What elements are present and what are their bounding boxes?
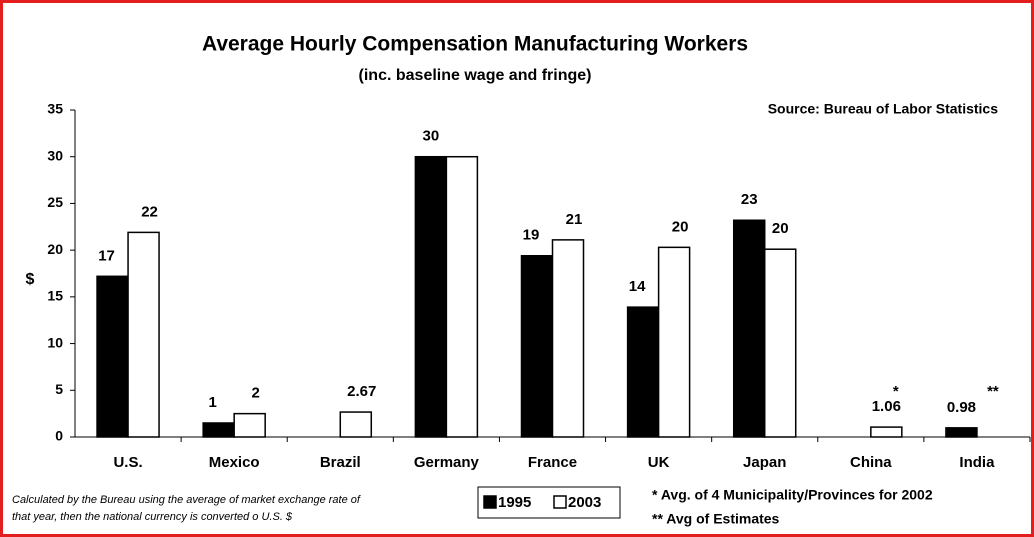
y-tick-label: 5 [55,381,63,397]
legend-swatch [553,495,567,509]
data-label: 0.98 [947,399,976,416]
x-tick-label: China [850,454,892,471]
note: * Avg. of 4 Municipality/Provinces for 2… [652,487,933,503]
x-tick-label: U.S. [113,454,142,471]
y-tick-label: 0 [55,428,63,444]
y-tick-label: 30 [47,147,63,163]
data-label: 20 [672,218,689,235]
bar [732,219,766,438]
bar [520,254,554,438]
bar [233,412,266,438]
x-tick-label: India [959,454,995,471]
bar [414,155,448,438]
annotation: ** [987,383,999,400]
data-label: 20 [772,220,789,237]
note: Calculated by the Bureau using the avera… [12,494,361,506]
legend-label: 2003 [568,494,601,511]
bar [626,306,660,438]
y-axis-label: $ [26,271,35,288]
note: that year, then the national currency is… [12,511,293,523]
data-label: 30 [423,128,440,145]
data-label: 2 [251,385,259,402]
data-label: 21 [566,211,583,228]
data-label: 23 [741,191,758,208]
data-label: 14 [629,278,646,295]
x-tick-label: Germany [414,454,480,471]
data-label: 19 [523,227,540,244]
x-tick-label: UK [648,454,670,471]
data-label: 17 [98,247,115,264]
bar [445,155,479,438]
y-tick-label: 10 [47,334,63,350]
x-tick-label: Mexico [209,454,260,471]
x-tick-label: Japan [743,454,786,471]
y-tick-label: 15 [47,288,63,304]
x-tick-label: Brazil [320,454,361,471]
source: Source: Bureau of Labor Statistics [768,101,998,117]
bar [551,239,585,438]
bar [945,427,978,438]
y-tick-label: 20 [47,241,63,257]
data-label: 1.06 [872,398,901,415]
y-tick-label: 35 [47,101,63,117]
legend-swatch [483,495,497,509]
data-label: 2.67 [347,383,376,400]
data-label: 1 [208,394,216,411]
y-tick-label: 25 [47,194,63,210]
annotation: * [893,383,899,400]
x-tick-label: France [528,454,577,471]
chart-subtitle: (inc. baseline wage and fringe) [359,67,592,84]
bar [202,422,235,438]
bar [339,411,373,438]
bar [763,248,797,438]
data-label: 22 [141,203,158,220]
note: ** Avg of Estimates [652,511,780,527]
bar [657,246,691,438]
legend-label: 1995 [498,494,531,511]
bar [127,231,160,438]
bar [870,426,903,438]
bar [96,275,129,438]
chart-title: Average Hourly Compensation Manufacturin… [202,33,748,56]
legend [477,486,621,519]
